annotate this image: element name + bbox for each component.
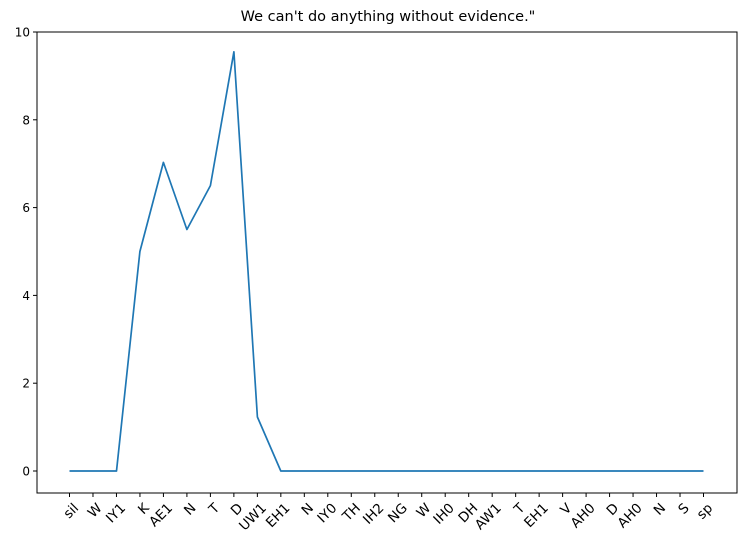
chart-title: We can't do anything without evidence." [241, 9, 536, 25]
x-tick-label: IY1 [103, 500, 129, 526]
x-tick-label: S [675, 500, 692, 517]
y-axis: 0 2 4 6 8 10 [15, 26, 37, 479]
x-tick-label: IY0 [314, 500, 340, 526]
plot-frame [36, 31, 738, 494]
x-tick-label: TH [339, 500, 364, 525]
x-tick-label: NG [385, 500, 411, 526]
x-tick-label: AW1 [472, 500, 505, 533]
x-tick-label: N [651, 500, 669, 518]
x-tick-label: EH1 [521, 500, 552, 531]
x-tick-label: AH0 [568, 500, 599, 531]
series-layer [69, 50, 704, 472]
y-tick-label: 8 [22, 113, 30, 127]
x-tick-label: N [181, 500, 199, 518]
x-tick-label: AH0 [615, 500, 646, 531]
x-tick-label: IH2 [360, 500, 387, 527]
y-tick-label: 2 [22, 377, 30, 391]
y-tick-label: 10 [15, 26, 30, 40]
x-tick-label: EH1 [263, 500, 294, 531]
x-tick-label: sp [694, 500, 716, 522]
y-tick-label: 4 [22, 289, 30, 303]
x-tick-label: W [85, 500, 106, 521]
y-tick-label: 0 [22, 465, 30, 479]
series-line [69, 50, 704, 472]
x-tick-label: IH0 [430, 500, 457, 527]
x-tick-label: sil [61, 500, 83, 522]
x-tick-label: T [205, 500, 223, 518]
y-tick-label: 6 [22, 201, 30, 215]
x-tick-label: AE1 [146, 500, 176, 530]
